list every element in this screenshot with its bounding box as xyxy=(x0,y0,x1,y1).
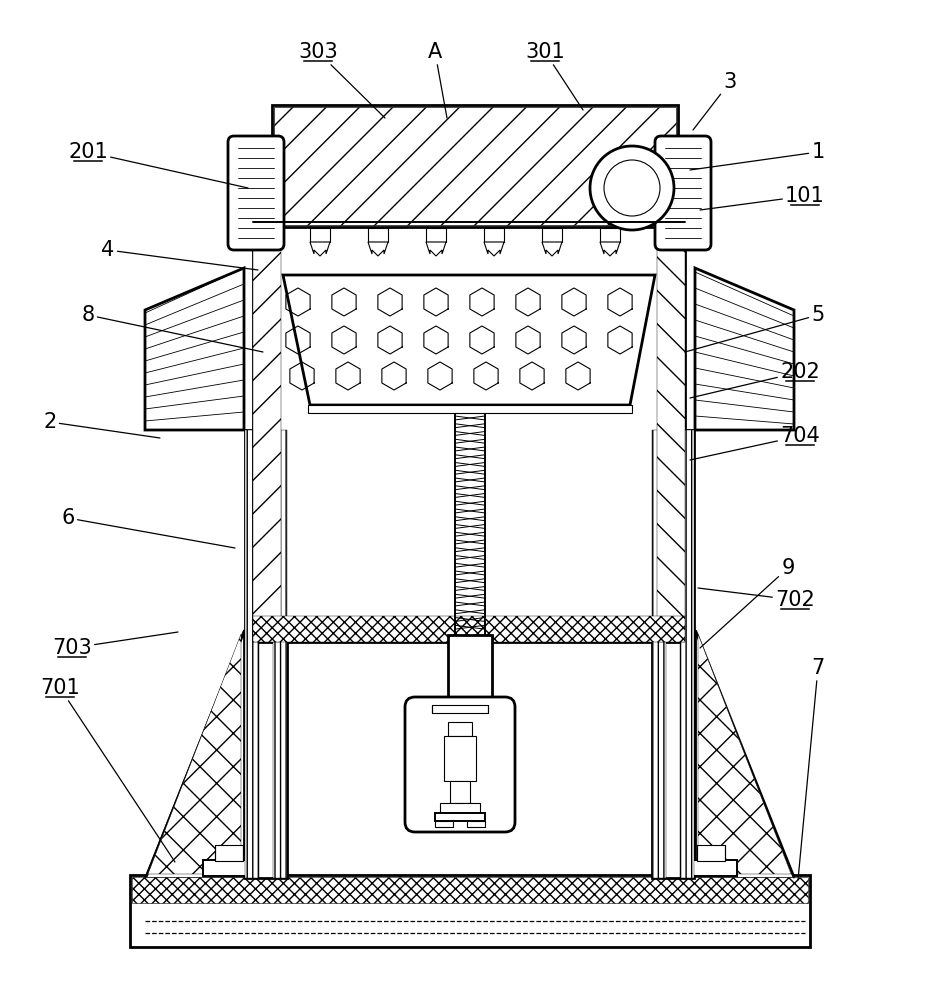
Bar xyxy=(431,705,488,713)
Text: 8: 8 xyxy=(81,305,263,352)
Bar xyxy=(444,736,475,781)
Bar xyxy=(253,616,684,642)
Polygon shape xyxy=(148,634,241,874)
Circle shape xyxy=(604,160,659,216)
Text: 703: 703 xyxy=(52,632,178,658)
Text: 2: 2 xyxy=(43,412,160,438)
Polygon shape xyxy=(695,268,793,430)
Polygon shape xyxy=(145,630,243,878)
Bar xyxy=(434,821,452,827)
Text: 201: 201 xyxy=(68,142,248,188)
Bar xyxy=(684,860,737,876)
Bar xyxy=(541,228,562,242)
Bar xyxy=(599,228,620,242)
Bar xyxy=(310,228,329,242)
Text: A: A xyxy=(428,42,446,118)
Text: 702: 702 xyxy=(697,588,814,610)
Text: 704: 704 xyxy=(689,426,819,460)
Text: 4: 4 xyxy=(101,240,257,270)
Polygon shape xyxy=(697,634,790,874)
Bar xyxy=(130,875,809,947)
Text: 3: 3 xyxy=(693,72,736,130)
Polygon shape xyxy=(695,630,793,878)
Bar xyxy=(449,781,470,803)
Text: 101: 101 xyxy=(699,186,824,210)
Bar xyxy=(484,228,504,242)
Bar xyxy=(447,635,491,707)
FancyBboxPatch shape xyxy=(227,136,284,250)
Bar xyxy=(203,860,255,876)
Bar xyxy=(680,430,694,878)
Bar xyxy=(696,845,724,861)
Polygon shape xyxy=(283,275,654,405)
Text: 5: 5 xyxy=(684,305,824,352)
Polygon shape xyxy=(426,242,446,256)
Bar xyxy=(656,222,684,642)
Polygon shape xyxy=(368,242,388,256)
Bar xyxy=(244,430,258,878)
Bar xyxy=(434,813,485,821)
Polygon shape xyxy=(310,242,329,256)
FancyBboxPatch shape xyxy=(654,136,710,250)
Text: 6: 6 xyxy=(61,508,235,548)
Bar xyxy=(253,222,684,642)
Polygon shape xyxy=(484,242,504,256)
Text: 301: 301 xyxy=(524,42,582,110)
Bar xyxy=(447,722,472,736)
Bar xyxy=(273,107,675,225)
Bar xyxy=(426,228,446,242)
Text: 9: 9 xyxy=(699,558,794,648)
Bar xyxy=(271,105,678,227)
Polygon shape xyxy=(145,268,243,430)
Bar xyxy=(272,430,286,878)
Bar xyxy=(368,228,388,242)
FancyBboxPatch shape xyxy=(404,697,515,832)
Polygon shape xyxy=(599,242,620,256)
Text: 303: 303 xyxy=(298,42,385,118)
Bar xyxy=(132,877,807,903)
Bar xyxy=(440,803,479,813)
Bar xyxy=(253,222,281,642)
Text: 1: 1 xyxy=(689,142,824,170)
Bar xyxy=(651,430,694,878)
Text: 202: 202 xyxy=(689,362,819,398)
Bar xyxy=(466,821,485,827)
Text: 7: 7 xyxy=(797,658,824,880)
Bar xyxy=(651,430,665,878)
Text: 701: 701 xyxy=(40,678,175,862)
Polygon shape xyxy=(541,242,562,256)
Bar xyxy=(214,845,242,861)
Circle shape xyxy=(590,146,673,230)
Bar xyxy=(308,405,631,413)
Bar xyxy=(244,430,286,878)
